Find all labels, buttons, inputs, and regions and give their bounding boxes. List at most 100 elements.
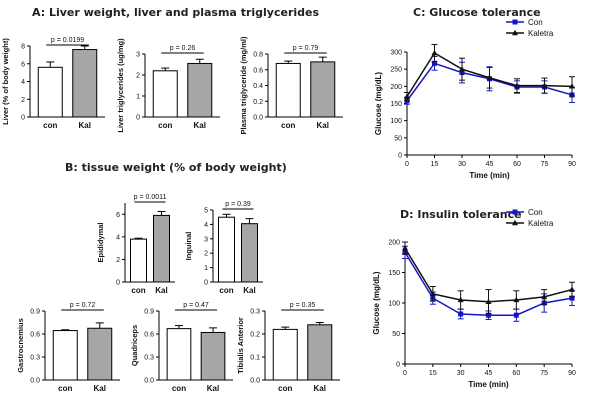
- y-tick-label: 200: [388, 240, 400, 247]
- x-tick-label: 45: [486, 161, 494, 168]
- section-c-title: C: Glucose tolerance: [413, 6, 541, 19]
- data-point-kaletra: [429, 290, 436, 297]
- y-axis-label: Tibialis Anterior: [236, 317, 245, 374]
- y-tick-label: 2: [116, 257, 120, 264]
- y-tick-label: 0.0: [250, 378, 260, 385]
- y-tick-label: 4: [204, 222, 208, 229]
- y-tick-label: 0: [398, 153, 402, 160]
- bar-con: [166, 328, 192, 381]
- y-tick-label: 4: [116, 234, 120, 241]
- legend-label: Con: [528, 18, 543, 27]
- x-tick-label: con: [43, 121, 57, 130]
- y-tick-label: 200: [390, 84, 402, 91]
- y-tick-label: 3: [136, 52, 140, 59]
- x-tick-label: con: [158, 121, 172, 130]
- data-point-kaletra: [431, 49, 438, 56]
- data-point-kaletra: [402, 244, 408, 251]
- x-tick-label: 15: [429, 370, 437, 377]
- y-axis-label: Liver triglycerides (ug/mg): [116, 38, 125, 133]
- y-tick-label: 0.9: [144, 309, 154, 316]
- x-tick-label: 45: [485, 370, 493, 377]
- bar-con: [218, 216, 235, 283]
- y-tick-label: 0.0: [30, 378, 40, 385]
- y-tick-label: 0.6: [253, 67, 263, 74]
- x-tick-label: 75: [541, 161, 549, 168]
- y-axis-label: Quadriceps: [130, 325, 139, 366]
- data-point-kaletra: [541, 82, 548, 88]
- y-tick-label: 6: [21, 61, 25, 68]
- x-tick-label: 60: [513, 161, 521, 168]
- bar-kal: [200, 331, 226, 381]
- y-tick-label: 0.8: [253, 52, 263, 59]
- data-point-kaletra: [569, 83, 575, 89]
- y-tick-label: 0: [116, 280, 120, 287]
- y-tick-label: 0.2: [253, 99, 263, 106]
- y-tick-label: 2: [21, 97, 25, 104]
- y-tick-label: 5: [204, 208, 208, 215]
- x-tick-label: Kal: [94, 384, 106, 393]
- y-tick-label: 0.3: [250, 309, 260, 316]
- x-tick-label: 30: [457, 370, 465, 377]
- data-point-kaletra: [459, 65, 465, 72]
- y-tick-label: 50: [394, 135, 402, 142]
- y-axis-label: Gastrocnemius: [16, 318, 25, 373]
- y-tick-label: 0.1: [250, 355, 260, 362]
- x-axis-label: Time (min): [468, 380, 509, 389]
- x-tick-label: Kal: [317, 121, 329, 130]
- x-tick-label: Kal: [194, 121, 206, 130]
- y-axis-label: Glucose (mg/dL): [374, 72, 383, 135]
- x-tick-label: con: [219, 286, 233, 295]
- y-axis-label: Epididymal: [96, 222, 105, 262]
- y-tick-label: 0.0: [253, 115, 263, 122]
- data-point-con: [458, 311, 464, 317]
- bar-kal: [187, 62, 213, 118]
- y-tick-label: 0.0: [144, 378, 154, 385]
- y-tick-label: 100: [390, 118, 402, 125]
- x-tick-label: 75: [540, 370, 548, 377]
- y-tick-label: 0: [21, 115, 25, 122]
- y-tick-label: 0.3: [144, 355, 154, 362]
- data-point-kaletra: [541, 293, 548, 300]
- x-tick-label: con: [58, 384, 72, 393]
- x-tick-label: con: [278, 384, 292, 393]
- bar-kal: [87, 327, 113, 381]
- data-point-kaletra: [514, 82, 520, 88]
- p-value-label: p = 0.79: [293, 45, 319, 52]
- y-tick-label: 0.6: [30, 332, 40, 339]
- bar-con: [272, 328, 298, 381]
- bar-con: [152, 70, 178, 118]
- x-tick-label: 60: [512, 370, 520, 377]
- data-point-con: [569, 295, 575, 301]
- y-tick-label: 0.3: [30, 355, 40, 362]
- data-point-kaletra: [457, 296, 464, 303]
- bar-kal: [310, 61, 336, 118]
- data-point-kaletra: [486, 74, 493, 80]
- x-tick-label: Kal: [243, 286, 255, 295]
- x-tick-label: 90: [568, 161, 576, 168]
- bar-kal: [72, 49, 98, 118]
- x-tick-label: 0: [405, 161, 409, 168]
- legend-label: Kaletra: [528, 219, 554, 228]
- y-tick-label: 0: [136, 115, 140, 122]
- p-value-label: p = 0.72: [70, 302, 96, 309]
- y-tick-label: 0: [396, 362, 400, 369]
- x-axis-label: Time (min): [469, 171, 510, 180]
- section-b-title: B: tissue weight (% of body weight): [65, 161, 287, 174]
- y-tick-label: 4: [21, 79, 25, 86]
- y-axis-label: Glucose (mg/dL): [372, 271, 381, 334]
- x-tick-label: con: [131, 286, 145, 295]
- legend-label: Kaletra: [528, 29, 554, 38]
- bar-con: [52, 330, 78, 381]
- y-tick-label: 100: [388, 301, 400, 308]
- x-tick-label: 90: [568, 370, 576, 377]
- legend-marker-con: [512, 209, 518, 215]
- x-tick-label: con: [281, 121, 295, 130]
- y-axis-label: Inguinal: [184, 232, 193, 261]
- x-tick-label: con: [172, 384, 186, 393]
- x-tick-label: Kal: [314, 384, 326, 393]
- p-value-label: p = 0.26: [170, 45, 196, 52]
- y-tick-label: 0.6: [144, 332, 154, 339]
- y-tick-label: 1: [204, 265, 208, 272]
- y-tick-label: 2: [204, 251, 208, 258]
- x-tick-label: 30: [458, 161, 466, 168]
